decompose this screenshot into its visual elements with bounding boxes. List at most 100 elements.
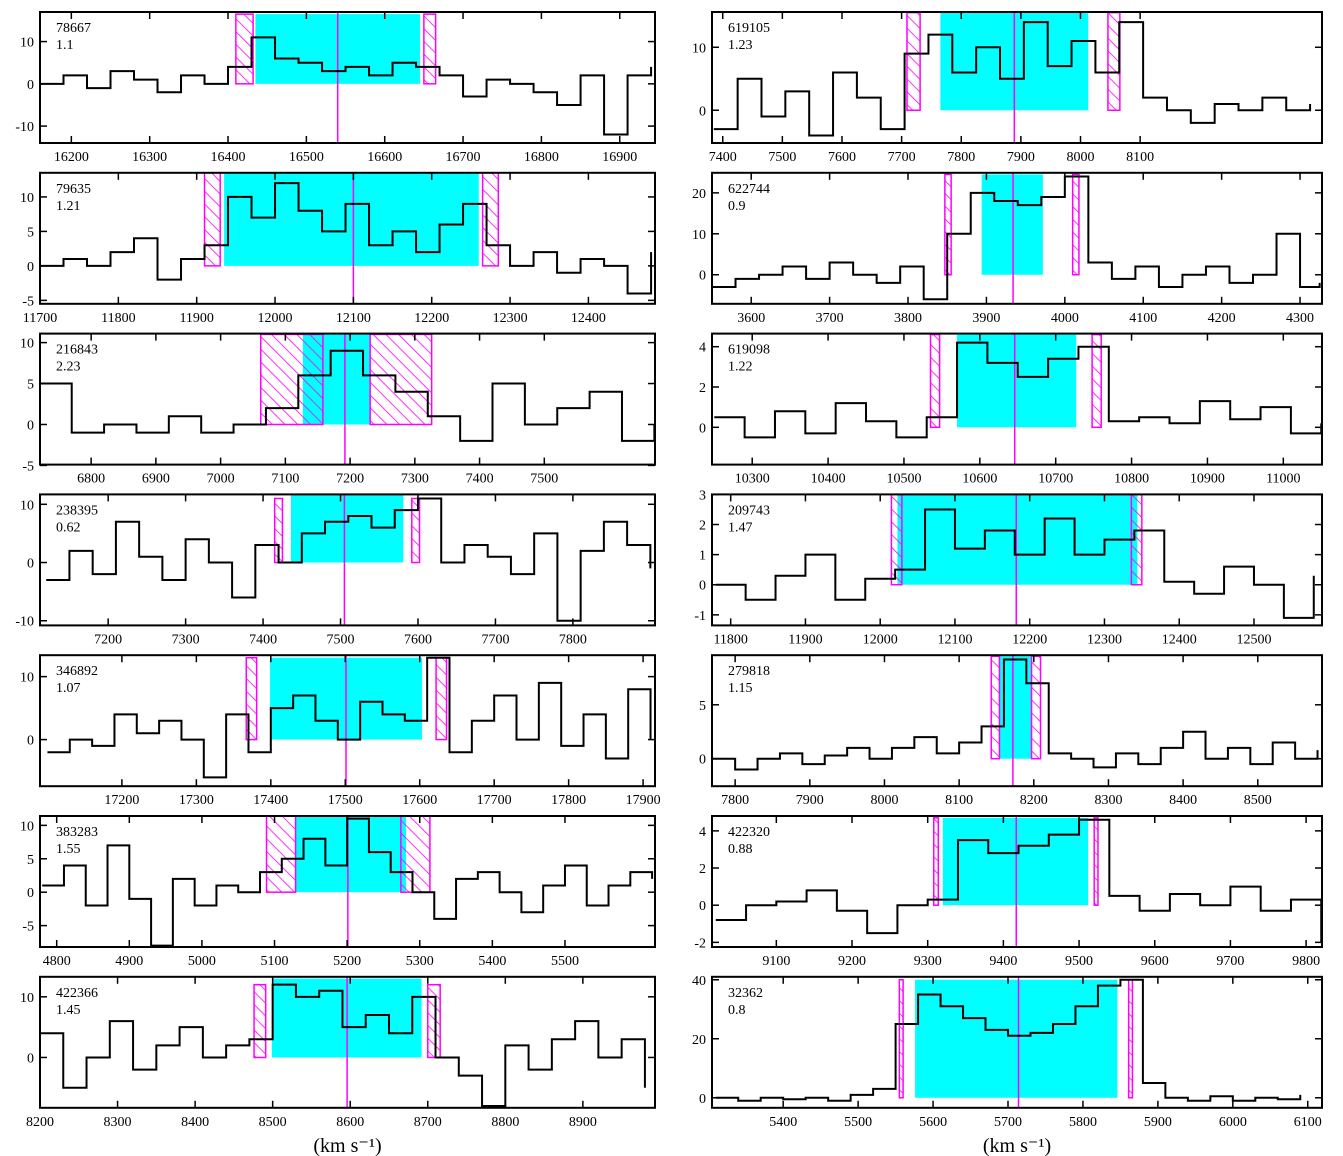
x-tick-label: 8200: [1020, 793, 1048, 808]
plot-area: [712, 655, 1319, 787]
x-tick-label: 16500: [289, 150, 324, 165]
line-region: [957, 334, 1077, 428]
y-tick-label: 0: [27, 557, 34, 572]
x-tick-label: 17800: [551, 793, 586, 808]
y-tick-label: 5: [27, 853, 34, 868]
x-tick-label: 8800: [491, 1115, 519, 1130]
x-tick-label: 5900: [1144, 1115, 1172, 1130]
x-tick-label: 17400: [253, 793, 288, 808]
spectrum: [40, 182, 653, 295]
panel: 10300 10400 10500 10600 10700 10800 10900 11000…: [699, 332, 1323, 487]
x-tick-label: 4800: [43, 954, 71, 969]
plot-area: [40, 172, 653, 304]
edge-region: [1093, 817, 1099, 906]
y-tick-label: 10: [20, 991, 34, 1006]
galaxy-id: 383283: [56, 825, 98, 840]
x-tick-label: 8000: [1067, 150, 1095, 165]
x-tick-label: 9800: [1292, 954, 1320, 969]
y-tick-label: 5: [27, 378, 34, 393]
galaxy-id: 622744: [728, 182, 770, 197]
x-tick-label: 5800: [1069, 1115, 1097, 1130]
line-region: [897, 494, 1138, 585]
x-tick-label: 4000: [1051, 311, 1079, 326]
edge-region: [1071, 173, 1080, 276]
x-tick-label: 3900: [972, 311, 1000, 326]
galaxy-id: 619105: [728, 21, 770, 36]
y-tick-label: 5: [27, 225, 34, 240]
edge-region: [260, 333, 324, 426]
y-tick-label: 0: [27, 418, 34, 433]
x-tick-label: 4300: [1286, 311, 1314, 326]
frame: [39, 332, 656, 466]
x-tick-label: 8500: [259, 1115, 287, 1130]
galaxy-id: 422320: [728, 825, 770, 840]
x-tick-label: 9100: [762, 954, 790, 969]
ratio-label: 0.62: [56, 520, 81, 535]
x-tick-label: 7400: [249, 632, 277, 647]
x-axis-label: (km s⁻¹): [313, 1135, 381, 1156]
edge-region: [423, 13, 437, 85]
galaxy-id: 619098: [728, 343, 770, 358]
y-tick-label: 0: [27, 734, 34, 749]
panel: 3600 3700 3800 3900 4000 4100 4200 4300 0 10 20 622…: [692, 171, 1323, 326]
x-tick-label: 12100: [336, 311, 371, 326]
galaxy-id: 346892: [56, 664, 98, 679]
plot-area: [714, 333, 1322, 465]
edge-region: [1030, 655, 1042, 760]
x-tick-label: 11900: [179, 311, 213, 326]
x-tick-label: 10400: [811, 472, 846, 487]
y-tick-label: 0: [27, 260, 34, 275]
x-tick-label: 7800: [721, 793, 749, 808]
ratio-label: 0.8: [728, 1003, 746, 1018]
x-tick-label: 16900: [602, 150, 637, 165]
x-tick-label: 11900: [788, 632, 822, 647]
panel: 11700 11800 11900 12000 12100 12200 12300 12400…: [20, 171, 656, 326]
x-tick-label: 12300: [1087, 632, 1122, 647]
spectrum: [40, 983, 646, 1107]
y-tick-label: 0: [699, 421, 706, 436]
x-tick-label: 4900: [115, 954, 143, 969]
ratio-label: 1.23: [728, 38, 753, 53]
frame: [39, 11, 656, 144]
x-tick-label: 12400: [1162, 632, 1197, 647]
edge-region: [400, 816, 431, 893]
y-tick-label: 0: [699, 104, 706, 119]
edge-region: [369, 333, 433, 426]
x-tick-label: 8300: [1094, 793, 1122, 808]
ratio-label: 1.1: [56, 38, 74, 53]
ratio-label: 0.9: [728, 199, 746, 214]
galaxy-id: 78667: [56, 21, 91, 36]
x-tick-label: 7700: [481, 632, 509, 647]
x-tick-label: 8900: [569, 1115, 597, 1130]
plot-area: [40, 12, 653, 143]
x-tick-label: 12200: [1012, 632, 1047, 647]
y-tick-label: 10: [20, 498, 34, 513]
x-tick-label: 17600: [402, 793, 437, 808]
x-tick-label: 7600: [404, 632, 432, 647]
x-tick-label: 7100: [271, 472, 299, 487]
x-tick-label: 11800: [101, 311, 135, 326]
ratio-label: 0.88: [728, 842, 753, 857]
panel: 4800 4900 5000 5100 5200 5300 5400 5500 -5 0 5 10 38…: [20, 815, 656, 969]
frame: [711, 654, 1323, 788]
y-tick-label: 0: [27, 1051, 34, 1066]
plot-area: [47, 655, 652, 787]
x-tick-label: 7000: [207, 472, 235, 487]
x-tick-label: 5500: [551, 954, 579, 969]
x-tick-label: 7600: [828, 150, 856, 165]
x-tick-label: 9300: [914, 954, 942, 969]
ratio-label: 1.47: [728, 520, 753, 535]
x-tick-label: 5100: [261, 954, 289, 969]
edge-region: [265, 816, 297, 893]
y-tick-label: 10: [20, 819, 34, 834]
frame: [39, 654, 656, 788]
x-tick-label: 7900: [796, 793, 824, 808]
panel: 11800 11900 12000 12100 12200 12300 12400 12500…: [694, 488, 1323, 647]
y-tick-label: 10: [20, 671, 34, 686]
spectrum: [40, 36, 653, 136]
edge-region: [1127, 979, 1134, 1099]
y-tick-label: 10: [20, 36, 34, 51]
panel: 7200 7300 7400 7500 7600 7700 7800 -10 0 10 238395…: [15, 493, 656, 647]
x-tick-label: 17900: [626, 793, 661, 808]
